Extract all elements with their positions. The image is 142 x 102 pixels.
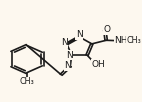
Text: NH: NH: [114, 36, 128, 45]
Text: N: N: [61, 38, 68, 47]
Text: OH: OH: [92, 60, 106, 69]
Text: N: N: [66, 51, 72, 60]
Text: N: N: [76, 30, 83, 39]
Text: CH₃: CH₃: [20, 78, 34, 86]
Text: O: O: [104, 25, 111, 34]
Text: CH₃: CH₃: [127, 36, 142, 45]
Text: N: N: [64, 61, 71, 70]
